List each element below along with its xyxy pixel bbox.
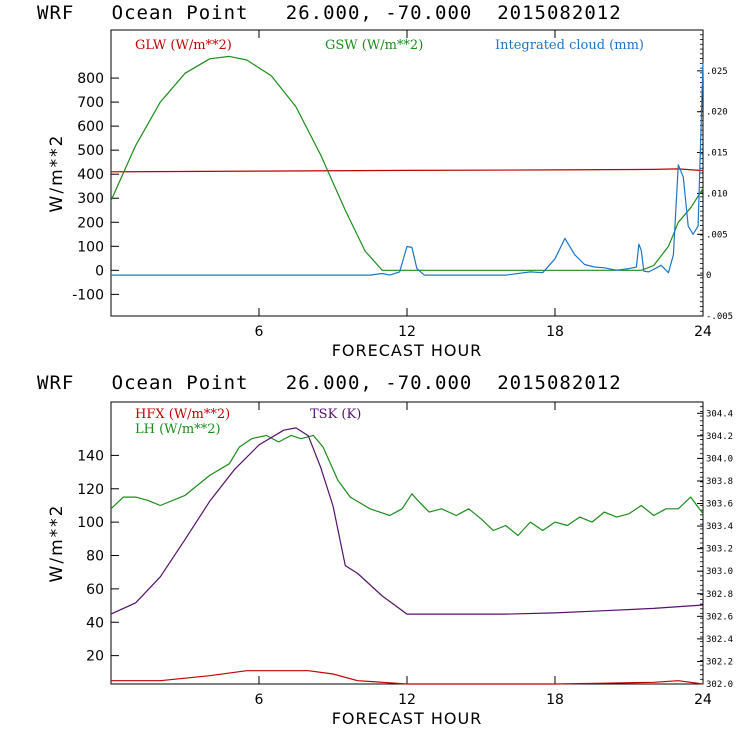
series-line <box>111 670 704 685</box>
x-tick-label: 18 <box>546 692 564 708</box>
y2-tick-label: .015 <box>706 149 728 159</box>
y2-tick-label: 302.6 <box>706 612 733 622</box>
legend-entry: TSK (K) <box>310 407 361 422</box>
legend-entry: HFX (W/m**2) <box>135 407 230 422</box>
chart-title-top: WRF Ocean Point 26.000, -70.000 20150820… <box>37 2 622 24</box>
y-tick-label: 140 <box>77 448 104 464</box>
x-axis-label: FORECAST HOUR <box>332 341 483 360</box>
x-tick-label: 6 <box>255 324 264 340</box>
y-tick-label: 60 <box>86 582 104 598</box>
y2-tick-label: 303.6 <box>706 500 733 510</box>
y-tick-label: 100 <box>77 239 104 255</box>
plot-frame <box>110 401 704 685</box>
y-tick-label: 0 <box>95 263 104 279</box>
y2-tick-label: 302.4 <box>706 635 733 645</box>
x-tick-label: 12 <box>398 692 416 708</box>
y-tick-label: 300 <box>77 191 104 207</box>
y2-tick-label: 302.2 <box>706 657 733 667</box>
x-tick-label: 24 <box>694 692 712 708</box>
y2-tick-label: .010 <box>706 189 728 199</box>
legend-entry: LH (W/m**2) <box>135 422 221 437</box>
y-tick-label: 40 <box>86 615 104 631</box>
x-axis-label: FORECAST HOUR <box>332 709 483 728</box>
x-tick-label: 24 <box>694 324 712 340</box>
series-line <box>110 427 704 615</box>
y2-tick-label: 303.4 <box>706 522 733 532</box>
x-tick-label: 6 <box>255 692 264 708</box>
y2-tick-label: 303.0 <box>706 567 733 577</box>
series-line <box>110 168 704 173</box>
y2-tick-label: 302.8 <box>706 590 733 600</box>
legend-entry: GLW (W/m**2) <box>135 38 232 53</box>
plot-frame <box>110 29 704 317</box>
series-line <box>111 62 704 276</box>
x-tick-label: 12 <box>398 324 416 340</box>
legend-entry: GSW (W/m**2) <box>325 38 423 53</box>
y-tick-label: -100 <box>72 287 104 303</box>
y-tick-label: 800 <box>77 71 104 87</box>
y2-tick-label: 302.0 <box>706 680 733 690</box>
y-tick-label: 20 <box>86 649 104 665</box>
y-tick-label: 400 <box>77 167 104 183</box>
y-tick-label: 80 <box>86 549 104 565</box>
y-tick-label: 200 <box>77 215 104 231</box>
y2-tick-label: -.005 <box>706 312 733 322</box>
y2-tick-label: .020 <box>706 108 728 118</box>
x-tick-label: 18 <box>546 324 564 340</box>
chart-title-bottom: WRF Ocean Point 26.000, -70.000 20150820… <box>37 372 622 394</box>
y-tick-label: 600 <box>77 119 104 135</box>
y-axis-label: W/m**2 <box>47 134 67 213</box>
y2-tick-label: 303.8 <box>706 477 733 487</box>
y2-tick-label: 303.2 <box>706 545 733 555</box>
legend-entry: Integrated cloud (mm) <box>495 38 644 53</box>
y2-tick-label: .005 <box>706 230 728 240</box>
y2-tick-label: 304.2 <box>706 432 733 442</box>
panel-bottom: 6 12 18 24 20 40 60 80 100 120 140 302.0 302.2 302.4 3… <box>47 401 733 728</box>
y2-tick-label: 304.0 <box>706 454 733 464</box>
panel-top: 6 12 18 24 -100 0 100 200 300 400 500 600 700 800 -.00… <box>47 29 733 360</box>
y-tick-label: 700 <box>77 95 104 111</box>
series-line <box>110 55 704 271</box>
series-line <box>110 434 704 537</box>
y2-tick-label: 304.4 <box>706 409 733 419</box>
y-tick-label: 500 <box>77 143 104 159</box>
y-axis-label: W/m**2 <box>47 504 67 583</box>
y-tick-label: 120 <box>77 482 104 498</box>
y2-tick-label: 0 <box>706 271 711 281</box>
y-tick-label: 100 <box>77 515 104 531</box>
y2-tick-label: .025 <box>706 67 728 77</box>
